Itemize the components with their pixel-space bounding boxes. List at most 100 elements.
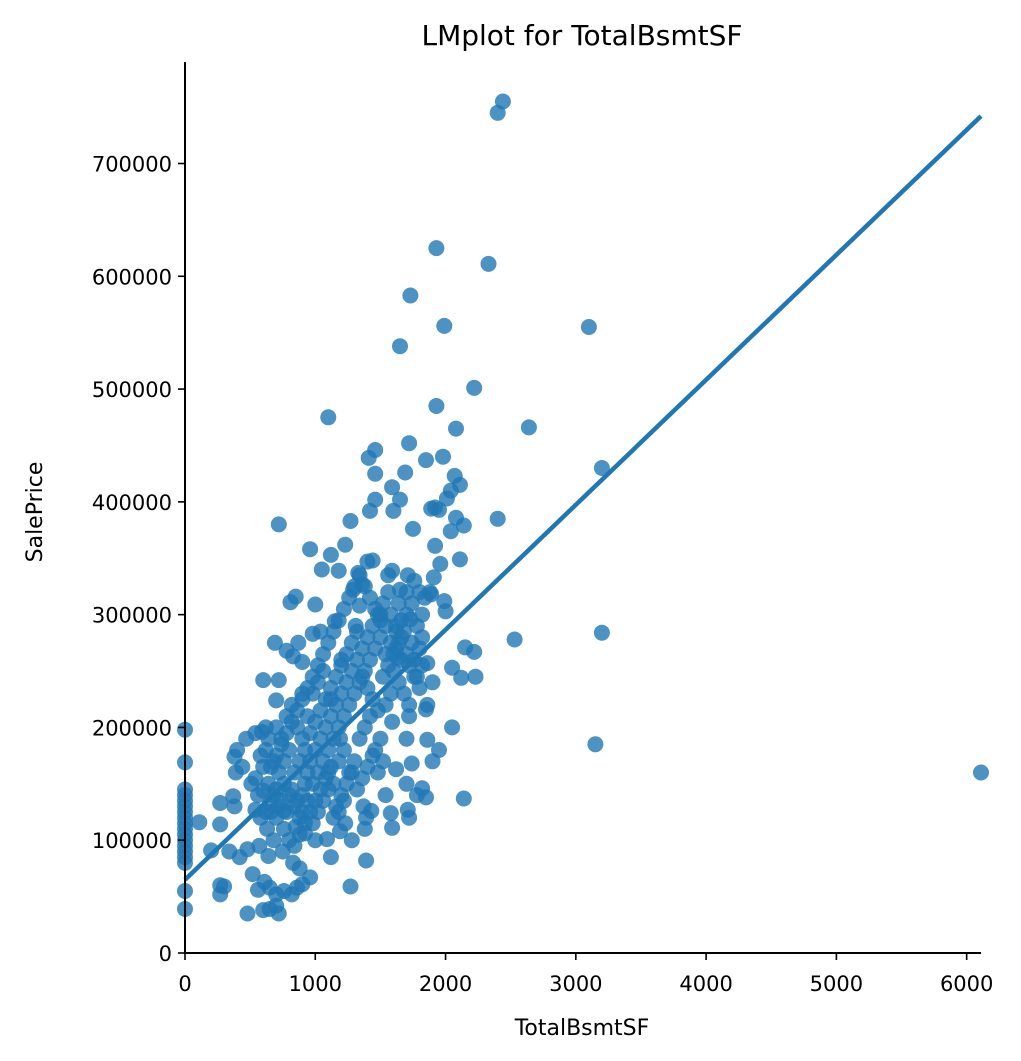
data-point [330, 562, 347, 579]
data-point [302, 541, 319, 558]
data-point [593, 460, 610, 476]
data-point [260, 848, 277, 864]
x-axis-label: TotalBsmtSF [514, 1016, 650, 1041]
data-point [384, 713, 401, 730]
data-point [247, 770, 264, 787]
y-axis-ticks: 0 100000 200000 300000 400000 500000 600000 700… [92, 153, 185, 966]
data-point [290, 634, 307, 651]
data-point [212, 886, 229, 903]
data-point [427, 537, 444, 554]
data-point [455, 517, 472, 534]
data-point [312, 623, 329, 640]
data-point [385, 502, 402, 519]
data-point [260, 730, 277, 747]
data-point [489, 510, 506, 527]
data-point [307, 832, 324, 849]
data-point [453, 669, 470, 686]
data-point [384, 819, 401, 836]
data-point [403, 755, 420, 772]
data-point [448, 420, 464, 437]
data-point [358, 852, 375, 869]
data-point [436, 317, 453, 334]
data-point [384, 479, 401, 496]
data-point [382, 685, 399, 702]
data-point [367, 465, 384, 482]
x-axis-ticks: 0 1000 2000 3000 4000 5000 6000 [178, 953, 993, 996]
data-point [322, 546, 339, 563]
data-point [226, 798, 243, 815]
data-point [421, 584, 438, 601]
y-tick-label: 100000 [92, 829, 172, 853]
data-point [520, 419, 537, 436]
data-point [489, 104, 506, 121]
data-point [342, 513, 359, 529]
data-point [360, 449, 377, 466]
data-point [431, 501, 447, 518]
data-point [369, 702, 386, 719]
y-tick-label: 300000 [92, 604, 172, 628]
data-point [466, 379, 483, 396]
data-point [401, 696, 418, 713]
data-point [349, 623, 365, 640]
data-point [403, 634, 420, 651]
data-point [282, 594, 299, 611]
data-point [255, 672, 272, 689]
data-point [335, 742, 352, 758]
data-point [388, 761, 405, 778]
data-point [466, 643, 483, 660]
data-point [414, 606, 431, 623]
data-point [322, 849, 339, 866]
y-tick-label: 400000 [92, 491, 172, 515]
data-point [270, 905, 287, 922]
data-point [203, 842, 220, 859]
data-point [320, 781, 337, 798]
y-axis-label: SalePrice [23, 462, 48, 563]
data-point [401, 809, 418, 826]
data-point [480, 255, 497, 272]
data-point [319, 831, 335, 848]
x-tick-label: 0 [178, 972, 191, 996]
data-point [418, 452, 434, 469]
data-point [278, 804, 295, 820]
data-point [587, 736, 604, 753]
data-point [398, 584, 415, 601]
data-point [424, 753, 441, 770]
data-point [372, 612, 389, 629]
data-point [234, 758, 251, 775]
data-point [375, 753, 391, 770]
data-point [398, 775, 415, 792]
data-point [294, 654, 311, 670]
data-point [343, 832, 360, 849]
data-point [212, 795, 229, 811]
data-point [362, 502, 378, 519]
data-point [291, 860, 308, 877]
data-point [437, 603, 454, 620]
data-point [401, 708, 418, 725]
data-point [270, 672, 287, 689]
data-point [392, 338, 408, 355]
data-point [418, 701, 434, 718]
data-point [405, 520, 421, 537]
y-tick-label: 0 [159, 942, 172, 966]
data-point [419, 731, 436, 748]
x-tick-label: 6000 [940, 972, 993, 996]
scatter-points [177, 93, 989, 922]
data-point [418, 789, 434, 806]
data-point [425, 569, 442, 586]
x-tick-label: 3000 [549, 972, 602, 996]
data-point [414, 657, 431, 674]
x-tick-label: 1000 [289, 972, 342, 996]
regression-line [183, 114, 983, 882]
data-point [299, 792, 316, 809]
data-point [428, 240, 445, 257]
y-tick-label: 700000 [92, 153, 172, 177]
x-tick-label: 5000 [810, 972, 863, 996]
data-point [244, 866, 261, 883]
data-point [451, 551, 468, 568]
x-tick-label: 2000 [419, 972, 472, 996]
data-point [342, 878, 359, 895]
data-point [402, 287, 419, 304]
data-point [377, 787, 394, 804]
data-point [393, 612, 410, 629]
